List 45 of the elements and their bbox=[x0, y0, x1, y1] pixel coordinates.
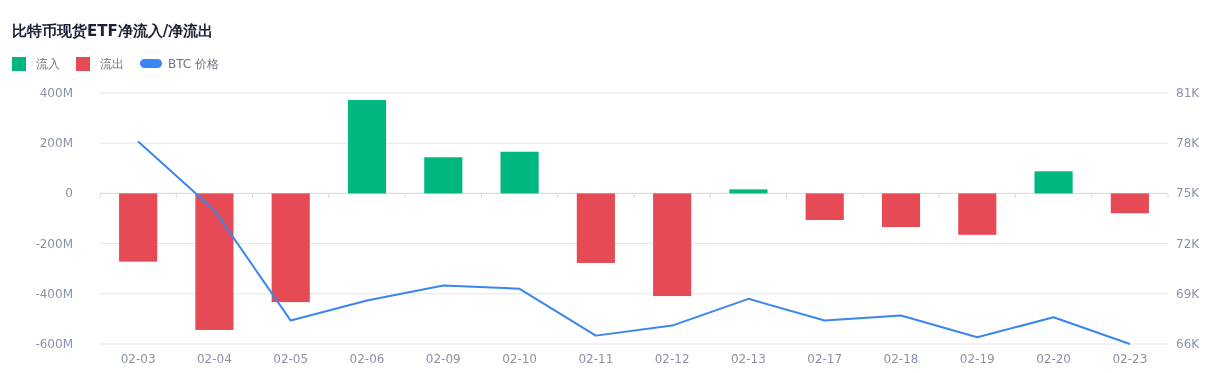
bar bbox=[119, 193, 158, 262]
y2-tick-label: 75K bbox=[1176, 186, 1201, 201]
x-tick-label: 02-23 bbox=[1112, 352, 1148, 366]
y-tick-label: -200M bbox=[35, 236, 73, 251]
x-tick-label: 02-13 bbox=[730, 352, 766, 366]
y-tick-label: 0 bbox=[65, 186, 73, 201]
bar bbox=[347, 100, 387, 194]
x-tick-label: 02-03 bbox=[120, 352, 156, 366]
y2-tick-label: 81K bbox=[1176, 86, 1201, 100]
x-tick-label: 02-10 bbox=[502, 352, 538, 366]
bar bbox=[576, 193, 615, 263]
x-tick-label: 02-20 bbox=[1036, 352, 1072, 366]
y2-tick-label: 72K bbox=[1176, 236, 1201, 251]
x-tick-label: 02-17 bbox=[807, 352, 843, 366]
y-tick-label: 200M bbox=[39, 136, 73, 151]
legend-label: 流入 bbox=[36, 57, 60, 71]
x-tick-label: 02-09 bbox=[425, 352, 461, 366]
bar bbox=[195, 193, 234, 330]
line-series bbox=[137, 140, 1131, 345]
legend-label: 流出 bbox=[100, 57, 124, 71]
x-tick-label: 02-04 bbox=[196, 352, 232, 366]
bar bbox=[424, 157, 463, 194]
bar bbox=[1034, 171, 1073, 194]
y2-tick-label: 78K bbox=[1176, 136, 1201, 151]
bar bbox=[729, 189, 768, 194]
bar bbox=[881, 193, 921, 228]
y2-tick-label: 69K bbox=[1176, 286, 1201, 301]
y2-tick-label: 66K bbox=[1176, 337, 1201, 351]
bar bbox=[958, 193, 997, 235]
bar bbox=[653, 193, 692, 297]
x-tick-label: 02-11 bbox=[578, 352, 614, 366]
chart-title: 比特币现货ETF净流入/净流出 bbox=[12, 22, 214, 40]
y-tick-label: -400M bbox=[35, 286, 73, 301]
x-tick-label: 02-12 bbox=[654, 352, 690, 366]
x-tick-label: 02-19 bbox=[959, 352, 995, 366]
bar bbox=[805, 193, 844, 221]
bar bbox=[1110, 193, 1149, 214]
x-tick-label: 02-18 bbox=[883, 352, 919, 366]
x-tick-label: 02-06 bbox=[349, 352, 385, 366]
bar bbox=[271, 193, 310, 303]
x-tick-label: 02-05 bbox=[273, 352, 309, 366]
bar bbox=[500, 151, 539, 194]
legend-label: BTC 价格 bbox=[168, 57, 220, 71]
y-tick-label: -600M bbox=[35, 337, 73, 351]
y-tick-label: 400M bbox=[39, 86, 73, 100]
